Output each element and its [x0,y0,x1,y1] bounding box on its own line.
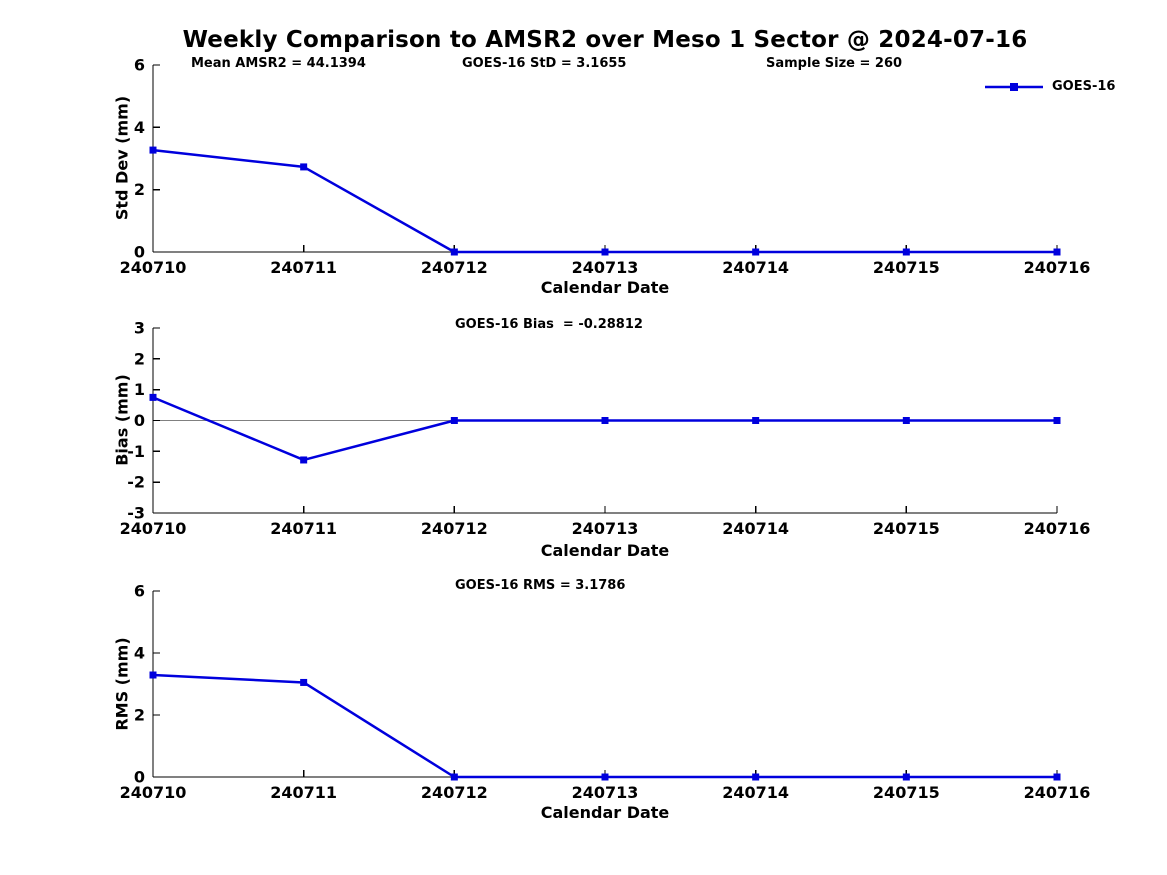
x-tick-label: 240715 [873,258,940,277]
xlabel-calendar-date-1: Calendar Date [540,278,670,297]
ylabel-bias: Bias (mm) [112,374,132,466]
x-tick-label: 240711 [270,783,337,802]
x-tick-label: 240713 [572,519,639,538]
data-marker [902,248,910,256]
y-tick-label: 4 [134,118,145,137]
ylabel-rms: RMS (mm) [112,637,132,731]
y-tick-label: 1 [134,380,145,399]
x-tick-label: 240716 [1024,258,1091,277]
data-marker [752,417,760,424]
annotation-goes16-rms: GOES-16 RMS = 3.1786 [455,578,626,593]
y-tick-label: -3 [127,504,145,523]
x-tick-label: 240713 [572,783,639,802]
x-tick-label: 240710 [120,783,187,802]
data-marker [601,248,609,256]
x-tick-label: 240716 [1024,783,1091,802]
x-tick-label: 240712 [421,783,488,802]
x-tick-label: 240710 [120,519,187,538]
data-marker [902,773,910,781]
data-marker [149,671,157,679]
subplot-rms: 0 2 4 6 240710 240711 240712 240713 240714 240715… [120,582,1091,803]
data-marker [1053,248,1061,256]
y-tick-label: 0 [134,243,145,262]
x-tick-label: 240714 [722,783,789,802]
y-tick-label: 2 [134,180,145,199]
y-tick-label: 4 [134,644,145,663]
legend-line-sample-icon [985,82,1043,91]
data-marker [300,456,308,464]
y-tick-label: -1 [127,442,145,461]
subplot-std-dev: 0 2 4 6 240710 240711 240712 240713 240714 240715… [120,56,1091,278]
x-tick-label: 240714 [722,519,789,538]
x-tick-label: 240713 [572,258,639,277]
data-line-goes-16 [152,673,1057,779]
data-marker [300,678,308,686]
y-tick-label: 2 [134,349,145,368]
x-tick-label: 240715 [873,783,940,802]
data-marker [902,417,910,424]
ylabel-std-dev: Std Dev (mm) [112,95,132,221]
data-marker [149,146,157,154]
data-marker [149,393,157,401]
data-line-goes-16 [152,396,1057,462]
x-tick-label: 240712 [421,519,488,538]
x-tick-label: 240716 [1024,519,1091,538]
y-tick-label: 6 [134,582,145,601]
data-marker [601,773,609,781]
data-marker [450,773,458,781]
annotation-sample-size: Sample Size = 260 [766,56,903,71]
data-marker [450,417,458,424]
x-tick-label: 240711 [270,258,337,277]
subplot-bias: -3 -2 -1 0 1 2 3 240710 240711 240712 240713 240714… [120,319,1091,539]
data-marker [752,773,760,781]
x-tick-label: 240715 [873,519,940,538]
xlabel-calendar-date-2: Calendar Date [540,541,670,560]
legend: GOES-16 [984,79,1115,94]
x-tick-label: 240711 [270,519,337,538]
y-tick-label: 6 [134,56,145,75]
data-line-goes-16 [152,148,1057,254]
annotation-mean-amsr2: Mean AMSR2 = 44.1394 [191,56,366,71]
data-marker [1053,417,1061,424]
figure-title: Weekly Comparison to AMSR2 over Meso 1 S… [182,27,1028,53]
y-tick-label: 2 [134,706,145,725]
annotation-goes16-bias: GOES-16 Bias = -0.28812 [455,317,643,332]
x-tick-label: 240712 [421,258,488,277]
legend-square-marker-icon [1010,82,1018,91]
data-marker [752,248,760,256]
legend-label: GOES-16 [1052,79,1116,94]
xlabel-calendar-date-3: Calendar Date [540,803,670,822]
y-tick-label: 3 [134,319,145,338]
annotation-goes16-std: GOES-16 StD = 3.1655 [462,56,627,71]
x-tick-label: 240714 [722,258,789,277]
y-tick-label: 0 [134,768,145,787]
y-tick-label: 0 [134,411,145,430]
y-tick-label: -2 [127,473,145,492]
x-tick-label: 240710 [120,258,187,277]
data-marker [300,163,308,171]
data-marker [450,248,458,256]
data-marker [1053,773,1061,781]
data-marker [601,417,609,424]
